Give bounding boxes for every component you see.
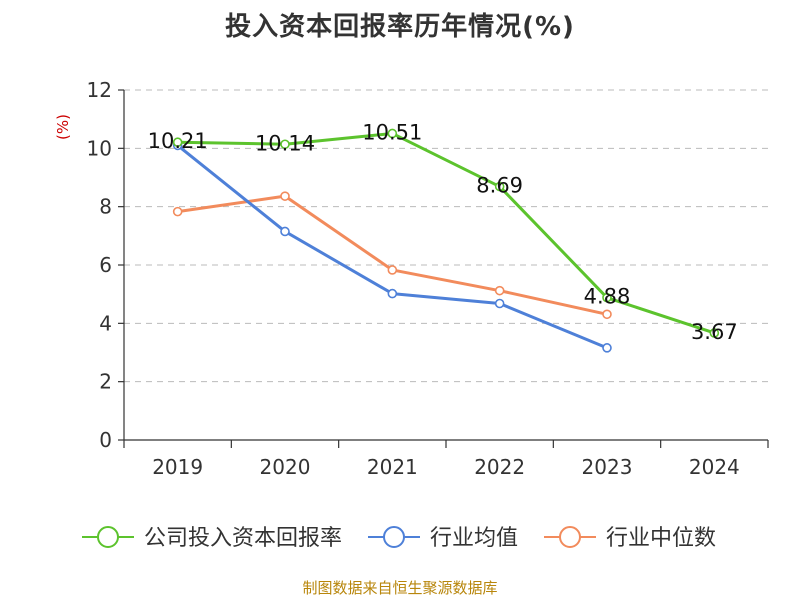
chart-title: 投入资本回报率历年情况(%) (225, 12, 575, 42)
y-tick-label: 6 (99, 253, 112, 277)
data-point (172, 137, 183, 148)
legend-marker (559, 526, 581, 548)
data-label: 3.67 (691, 320, 738, 344)
data-label: 8.69 (476, 174, 523, 198)
data-point (602, 309, 612, 320)
series-line (177, 131, 715, 335)
data-point (387, 265, 398, 275)
x-tick-label: 2021 (367, 455, 418, 479)
grid-lines (124, 89, 768, 383)
axes: 0 2 4 6 8 10 12 2019 2020 2021 2022 2023 2024 (%) (54, 78, 769, 479)
y-tick-label: 10 (87, 136, 112, 160)
data-label: 4.88 (584, 285, 631, 309)
data-point (280, 191, 290, 201)
x-tick-label: 2024 (689, 455, 740, 479)
data-point (494, 181, 505, 192)
legend-label: 行业中位数 (606, 526, 716, 551)
data-point (387, 128, 398, 139)
legend-label: 行业均值 (430, 526, 518, 551)
legend-label: 公司投入资本回报率 (144, 526, 342, 551)
y-tick-label: 12 (87, 78, 112, 102)
series-lines (172, 128, 720, 353)
x-tick-label: 2023 (582, 455, 633, 479)
data-point (494, 298, 505, 309)
data-point (280, 226, 290, 237)
data-point (387, 288, 398, 299)
data-label: 10.21 (148, 129, 208, 153)
y-tick-label: 4 (99, 311, 112, 335)
x-tick-label: 2020 (260, 455, 311, 479)
legend-marker (97, 526, 119, 548)
data-point (602, 292, 612, 303)
series-line (176, 144, 608, 350)
data-point (172, 206, 183, 217)
source-note: 制图数据来自恒生聚源数据库 (302, 579, 498, 597)
legend-marker (383, 526, 405, 548)
x-tick-label: 2022 (474, 455, 525, 479)
data-label: 10.14 (255, 131, 315, 155)
y-tick-label: 0 (99, 428, 112, 452)
y-axis-label: (%) (54, 114, 72, 140)
data-label: 10.51 (362, 120, 422, 144)
x-tick-label: 2019 (152, 455, 203, 479)
data-point (709, 328, 720, 338)
data-point (280, 139, 290, 150)
y-tick-label: 2 (99, 370, 112, 394)
y-tick-label: 8 (99, 195, 112, 219)
data-point (494, 285, 505, 296)
legend: 公司投入资本回报率 行业均值 行业中位数 (82, 526, 716, 551)
data-labels: 10.21 10.14 10.51 8.69 4.88 3.67 (148, 120, 738, 344)
data-point (602, 343, 612, 353)
